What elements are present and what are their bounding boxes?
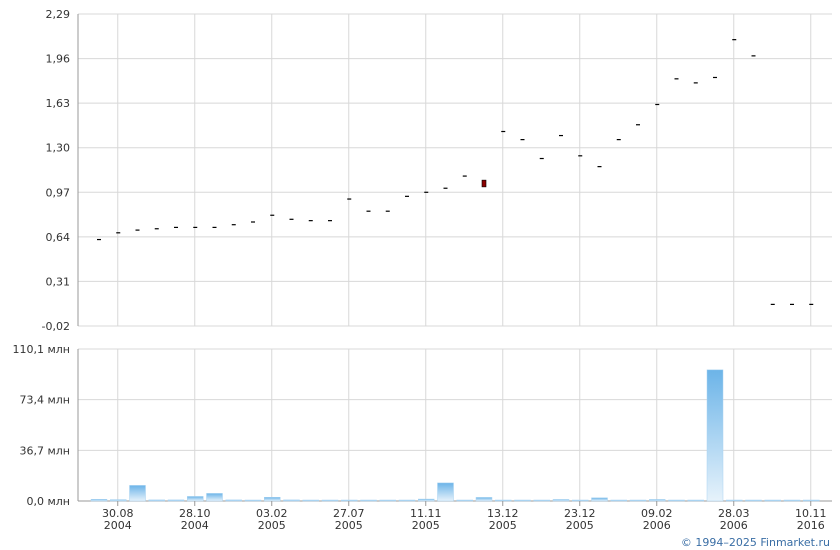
x-tick-label: 13.12	[487, 507, 519, 520]
price-y-tick-label: 0,97	[46, 186, 71, 199]
volume-bar	[726, 499, 743, 502]
volume-bar	[398, 499, 416, 502]
x-tick-year-label: 2006	[643, 519, 671, 532]
volume-y-tick-label: 36,7 млн	[19, 444, 70, 457]
volume-bar	[591, 497, 608, 502]
volume-bar	[706, 369, 724, 502]
x-tick-label: 23.12	[564, 507, 596, 520]
volume-bar	[552, 499, 570, 502]
volume-bar	[110, 499, 127, 502]
price-y-tick-label: 1,30	[46, 142, 71, 155]
volume-bar	[610, 499, 627, 502]
x-tick-year-label: 2004	[104, 519, 132, 532]
x-tick-year-label: 2005	[335, 519, 363, 532]
volume-bar	[629, 499, 647, 502]
price-y-tick-label: -0,02	[42, 320, 70, 333]
volume-bar	[475, 497, 493, 502]
volume-y-axis: 110,1 млн 73,4 млн 36,7 млн 0,0 млн	[12, 343, 70, 508]
volume-bar	[129, 485, 146, 502]
price-y-tick-label: 1,63	[46, 97, 71, 110]
volume-bar	[360, 499, 377, 502]
volume-series	[90, 369, 820, 502]
volume-y-tick-label: 0,0 млн	[26, 495, 70, 508]
volume-bar	[764, 499, 781, 502]
volume-bar	[225, 499, 242, 502]
price-y-axis: 2,29 1,96 1,63 1,30 0,97 0,64 0,31 -0,02	[42, 8, 70, 333]
price-y-tick-label: 2,29	[46, 8, 71, 21]
x-tick-label: 10.11	[795, 507, 827, 520]
x-tick-label: 03.02	[256, 507, 288, 520]
x-tick-year-label: 2004	[181, 519, 209, 532]
x-tick-label: 27.07	[333, 507, 365, 520]
volume-bar	[803, 499, 820, 502]
volume-y-tick-label: 73,4 млн	[19, 394, 70, 407]
volume-bar	[456, 499, 473, 502]
price-candle	[481, 179, 487, 188]
price-y-tick-label: 0,31	[46, 275, 71, 288]
volume-bar	[495, 499, 512, 502]
x-tick-year-label: 2005	[258, 519, 286, 532]
price-grid	[77, 13, 832, 327]
volume-bar	[379, 499, 396, 502]
x-tick-year-label: 2006	[720, 519, 748, 532]
volume-bar	[244, 499, 262, 502]
volume-bar	[187, 496, 204, 502]
volume-bar	[783, 499, 801, 502]
volume-bar	[418, 498, 435, 502]
copyright-credit[interactable]: © 1994–2025 Finmarket.ru	[681, 536, 830, 549]
x-tick-year-label: 2005	[412, 519, 440, 532]
volume-bar	[687, 499, 704, 502]
volume-bar	[148, 499, 165, 502]
volume-bar	[206, 493, 223, 502]
price-y-tick-label: 1,96	[46, 53, 71, 66]
volume-bar	[572, 499, 589, 502]
volume-bar	[283, 499, 300, 502]
volume-bar	[302, 499, 319, 502]
x-tick-label: 09.02	[641, 507, 673, 520]
volume-bar	[533, 499, 550, 502]
volume-bar	[649, 499, 666, 502]
volume-bar	[167, 499, 185, 502]
volume-bar	[437, 482, 454, 502]
x-tick-label: 30.08	[102, 507, 134, 520]
volume-grid	[77, 348, 832, 502]
volume-bar	[514, 499, 531, 502]
x-axis: 30.08200428.10200403.02200527.07200511.1…	[102, 501, 827, 532]
volume-y-tick-label: 110,1 млн	[12, 343, 70, 356]
x-tick-year-label: 2016	[797, 519, 825, 532]
volume-bar	[341, 499, 358, 502]
volume-bar	[264, 497, 281, 502]
x-tick-label: 28.10	[179, 507, 211, 520]
volume-bar	[745, 499, 762, 502]
price-y-tick-label: 0,64	[46, 231, 71, 244]
volume-bar	[668, 499, 685, 502]
price-series	[97, 39, 814, 305]
x-tick-year-label: 2005	[566, 519, 594, 532]
volume-bar	[90, 499, 108, 502]
volume-bar	[321, 499, 339, 502]
x-tick-year-label: 2005	[489, 519, 517, 532]
x-tick-label: 11.11	[410, 507, 442, 520]
x-tick-label: 28.03	[718, 507, 750, 520]
